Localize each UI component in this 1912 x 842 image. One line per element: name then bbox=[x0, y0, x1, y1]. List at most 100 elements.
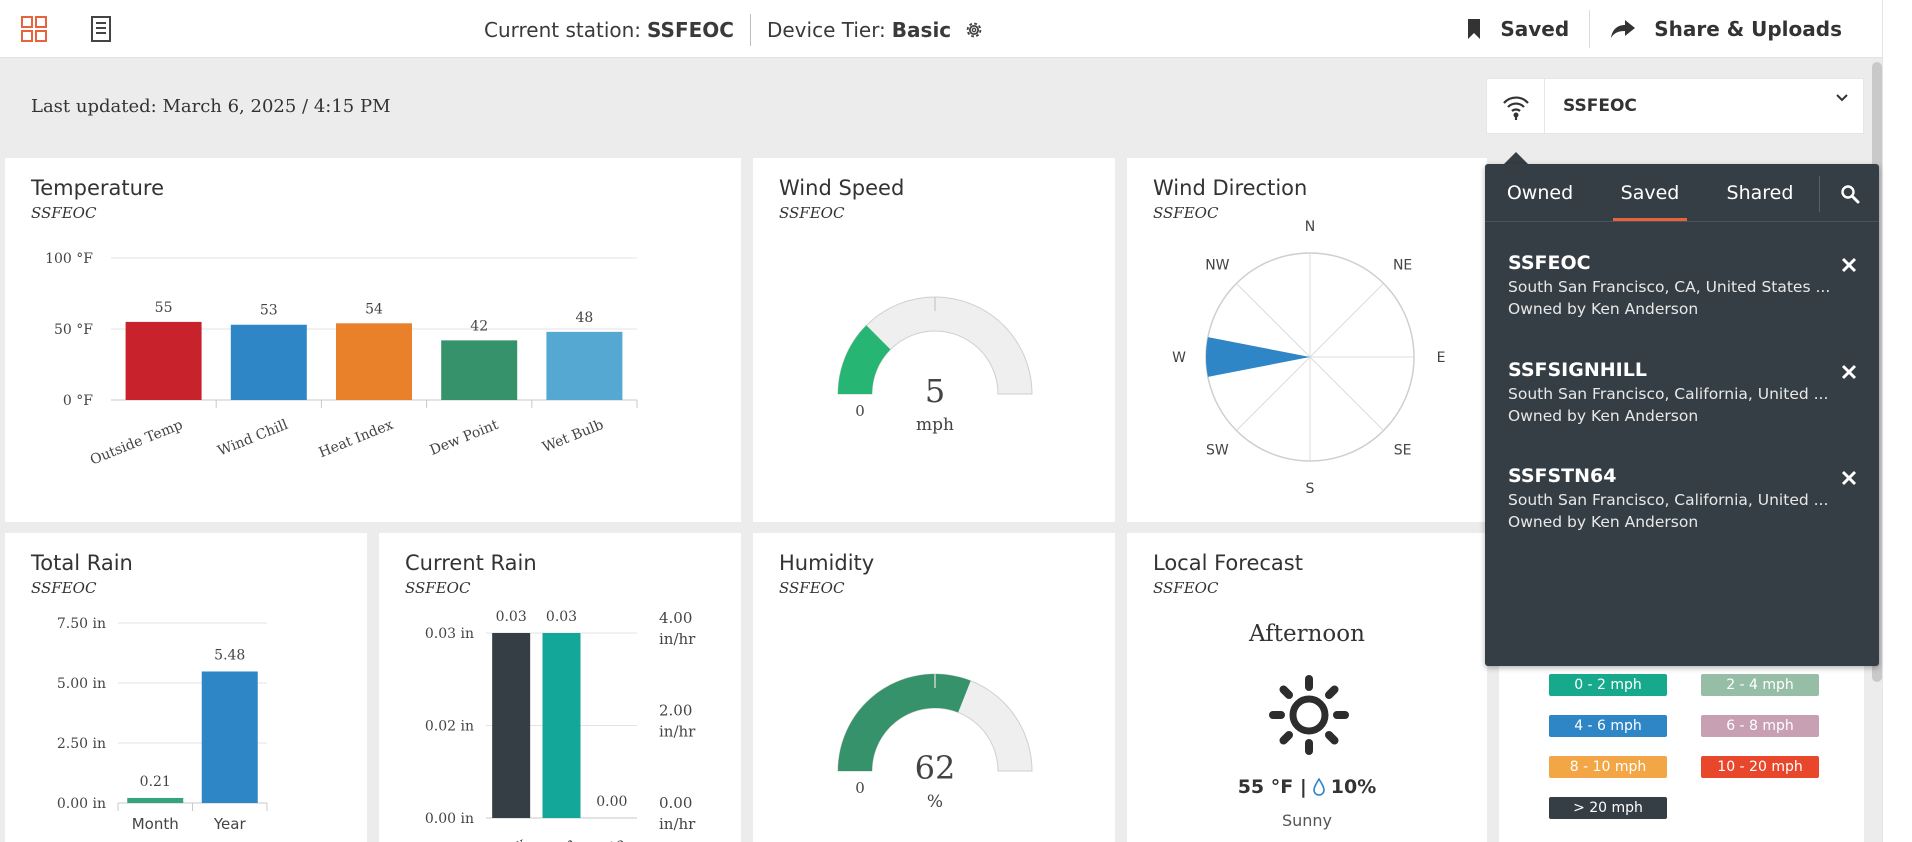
saved-button[interactable]: Saved bbox=[1446, 10, 1589, 48]
x-tick-label: rm bbox=[552, 835, 577, 842]
close-icon[interactable] bbox=[1840, 363, 1858, 381]
compass-label: SE bbox=[1394, 443, 1412, 459]
forecast-precip: 10% bbox=[1330, 776, 1377, 798]
wind-compass: N NE E SE S SW W NW bbox=[1172, 219, 1445, 497]
wind-speed-card: Wind Speed SSFEOC 5 mph 0 bbox=[753, 158, 1115, 522]
grid-view-icon[interactable] bbox=[20, 14, 50, 44]
panel-tabs: Owned Saved Shared bbox=[1485, 164, 1879, 222]
legend-chip: > 20 mph bbox=[1549, 797, 1667, 819]
station-owner: Owned by Ken Anderson bbox=[1508, 407, 1699, 425]
divider bbox=[749, 14, 751, 46]
x-tick-label: Outside Temp bbox=[88, 417, 185, 469]
bookmark-icon bbox=[1468, 19, 1481, 39]
y-tick-label: 0.00 in bbox=[425, 811, 474, 827]
gauge-track bbox=[837, 296, 1033, 395]
y-tick-label: 0.02 in bbox=[425, 719, 474, 735]
bar bbox=[336, 323, 412, 400]
chevron-down-icon bbox=[1836, 94, 1848, 102]
card-title: Total Rain bbox=[31, 551, 133, 575]
compass-label: N bbox=[1305, 219, 1315, 235]
legend-chip: 10 - 20 mph bbox=[1701, 756, 1819, 778]
y-tick-label: 5.00 in bbox=[57, 676, 106, 692]
device-tier-label: Device Tier: bbox=[766, 18, 886, 42]
gear-icon[interactable] bbox=[963, 19, 985, 41]
close-icon[interactable] bbox=[1840, 469, 1858, 487]
forecast-summary: 55 °F | 10% bbox=[1127, 776, 1487, 798]
data-label: 53 bbox=[260, 303, 278, 319]
y2-tick-label: 4.00 bbox=[659, 609, 692, 627]
gauge-min-label: 0 bbox=[855, 779, 865, 797]
humidity-gauge: 62% 0 bbox=[837, 673, 1033, 812]
card-subtitle: SSFEOC bbox=[31, 204, 97, 222]
search-button[interactable] bbox=[1819, 176, 1879, 212]
data-label: 0.00 bbox=[596, 794, 627, 810]
raindrop-icon bbox=[1312, 778, 1325, 796]
station-list-item[interactable]: SSFEOC South San Francisco, CA, United S… bbox=[1508, 252, 1858, 318]
wind-speed-legend: 0 - 2 mph 2 - 4 mph 4 - 6 mph 6 - 8 mph … bbox=[1499, 666, 1864, 842]
current-station-label: Current station: bbox=[484, 18, 642, 42]
gauge-unit: % bbox=[927, 792, 943, 812]
share-icon bbox=[1611, 20, 1636, 38]
y-tick-label: 50 °F bbox=[54, 322, 93, 338]
share-uploads-label: Share & Uploads bbox=[1654, 17, 1842, 41]
temperature-card: Temperature SSFEOC 0 °F 50 °F 100 °F 55 Outs… bbox=[5, 158, 741, 522]
search-icon bbox=[1840, 185, 1859, 204]
gauge-fill bbox=[838, 325, 891, 394]
compass-spoke bbox=[1236, 283, 1311, 358]
station-address: South San Francisco, California, United … bbox=[1508, 385, 1829, 403]
card-title: Wind Direction bbox=[1153, 176, 1308, 200]
station-name: SSFEOC bbox=[1508, 252, 1591, 274]
station-select[interactable]: SSFEOC bbox=[1486, 78, 1864, 134]
y-tick-label: 0 °F bbox=[63, 393, 93, 409]
station-dropdown-panel: Owned Saved Shared SSFEOC South San Fran… bbox=[1485, 164, 1879, 666]
bar bbox=[492, 633, 531, 818]
bar bbox=[230, 324, 307, 400]
data-label: 0.21 bbox=[140, 774, 171, 790]
card-subtitle: SSFEOC bbox=[31, 579, 97, 597]
x-tick-label: Year bbox=[213, 815, 247, 833]
share-uploads-button[interactable]: Share & Uploads bbox=[1589, 10, 1862, 48]
station-list-item[interactable]: SSFSTN64 South San Francisco, California… bbox=[1508, 465, 1858, 531]
compass-spoke bbox=[1236, 356, 1311, 431]
compass-label: S bbox=[1306, 481, 1315, 497]
bar bbox=[125, 321, 202, 400]
y-tick-label: 2.50 in bbox=[57, 736, 106, 752]
tab-owned[interactable]: Owned bbox=[1506, 182, 1574, 204]
card-title: Temperature bbox=[31, 176, 165, 200]
data-label: 48 bbox=[575, 310, 593, 326]
card-subtitle: SSFEOC bbox=[779, 579, 845, 597]
forecast-period: Afternoon bbox=[1249, 621, 1365, 647]
wind-speed-gauge: 5 mph 0 bbox=[837, 296, 1033, 435]
station-address: South San Francisco, California, United … bbox=[1508, 491, 1829, 509]
temperature-chart: 0 °F 50 °F 100 °F 55 Outside Temp 53 Wind Chil… bbox=[45, 251, 638, 469]
y2-tick-unit: in/hr bbox=[659, 815, 696, 833]
bar bbox=[201, 671, 258, 803]
x-tick-label: Dew Point bbox=[428, 417, 501, 459]
tab-shared[interactable]: Shared bbox=[1726, 182, 1794, 204]
current-station-value: SSFEOC bbox=[647, 18, 734, 42]
data-label: 0.03 bbox=[496, 609, 527, 625]
compass-label: NW bbox=[1205, 257, 1229, 273]
close-icon[interactable] bbox=[1840, 256, 1858, 274]
x-tick-label: Rate bbox=[591, 835, 628, 842]
y-tick-label: 7.50 in bbox=[57, 616, 106, 632]
tab-saved[interactable]: Saved bbox=[1595, 164, 1705, 221]
legend-chip: 8 - 10 mph bbox=[1549, 756, 1667, 778]
station-list-item[interactable]: SSFSIGNHILL South San Francisco, Califor… bbox=[1508, 359, 1858, 425]
current-rain-chart: 0.00 in 0.02 in 0.03 in 0.00 in/hr 2.00 in/hr 4… bbox=[425, 609, 696, 842]
bar bbox=[127, 797, 184, 803]
legend-chip: 0 - 2 mph bbox=[1549, 674, 1667, 696]
compass-spoke bbox=[1309, 356, 1384, 431]
bar bbox=[542, 633, 581, 818]
y2-tick-label: 0.00 bbox=[659, 794, 692, 812]
wind-direction-wedge bbox=[1206, 337, 1310, 377]
y2-tick-unit: in/hr bbox=[659, 630, 696, 648]
selected-station: SSFEOC bbox=[1563, 96, 1637, 116]
document-view-icon[interactable] bbox=[86, 14, 116, 44]
wind-direction-card: Wind Direction SSFEOC N NE E SE S SW W NW bbox=[1127, 158, 1487, 522]
card-title: Local Forecast bbox=[1153, 551, 1303, 575]
compass-label: NE bbox=[1393, 257, 1412, 273]
compass-spoke bbox=[1309, 283, 1384, 358]
forecast-temp: 55 °F | bbox=[1237, 776, 1307, 798]
card-subtitle: SSFEOC bbox=[405, 579, 471, 597]
